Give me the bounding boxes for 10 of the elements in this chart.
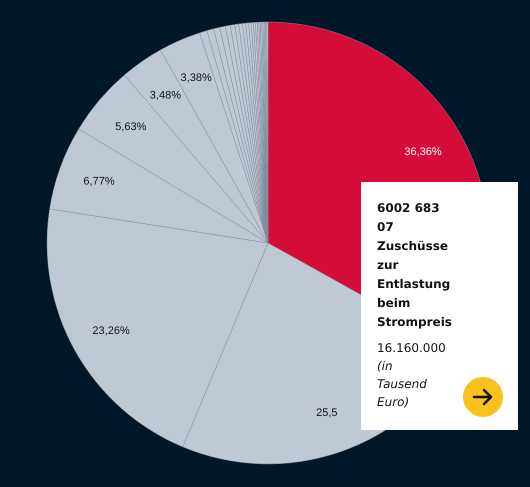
text: (in Tausend Euro) <box>377 358 428 411</box>
data-label: 6,77% <box>83 176 115 188</box>
text: 16.160.000 <box>377 340 447 357</box>
text: 6002 683 07 Zuschüsse zur Entlastung beim Strompreis <box>377 200 453 331</box>
data-label: 23,26% <box>92 324 130 337</box>
data-label: 5,63% <box>115 120 147 133</box>
data-label: 3,48% <box>150 89 182 102</box>
data-label: 3,38% <box>180 72 212 84</box>
data-label: 36,36% <box>404 146 442 158</box>
data-label: 25,5 <box>316 406 338 419</box>
